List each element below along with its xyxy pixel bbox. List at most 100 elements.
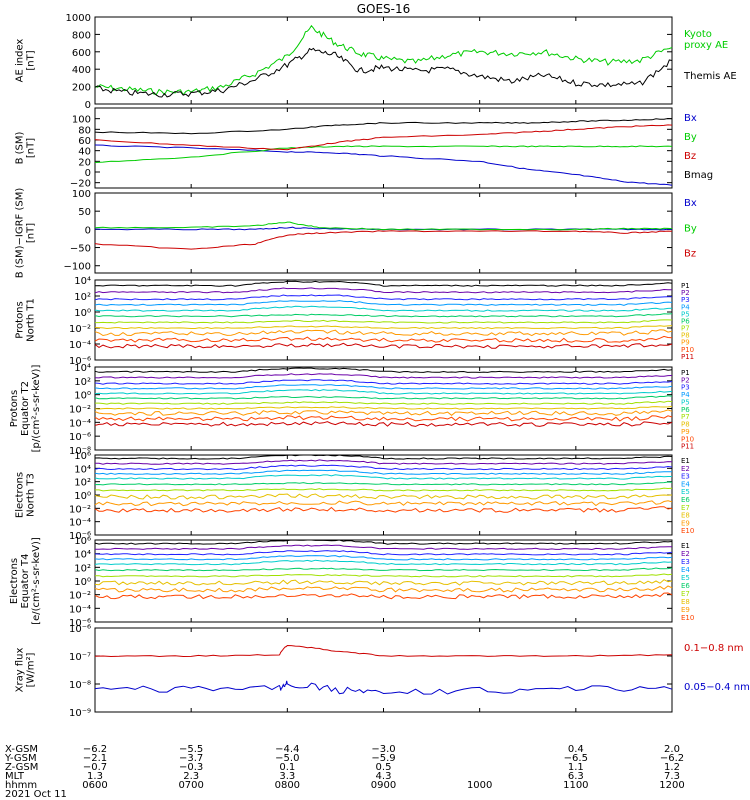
x-axis-value: 1.2 — [664, 762, 680, 773]
channel-line-e7 — [95, 487, 673, 492]
legend-label: Bx — [684, 113, 697, 124]
y-tick-label: −20 — [70, 179, 91, 190]
x-axis-value: −6.2 — [660, 753, 684, 764]
channel-line-p9 — [94, 409, 673, 416]
channel-label: P8 — [681, 421, 690, 429]
x-axis-value: −2.1 — [83, 753, 107, 764]
x-row-name: Z-GSM — [5, 762, 38, 773]
y-tick-label: −50 — [70, 244, 91, 255]
channel-label: P6 — [681, 317, 690, 325]
y-tick-label: 60 — [78, 136, 91, 147]
channel-line-p9 — [94, 329, 673, 337]
figure-title-text: GOES-16 — [357, 2, 411, 16]
x-axis-value: 0.5 — [376, 762, 392, 773]
panel-b-igrf: −100 −50 0 50 100 B (SM)−IGRF (SM)[nT] Bx By Bz — [15, 188, 697, 279]
x-axis-value: 1000 — [467, 780, 492, 791]
channel-line-p1 — [94, 367, 673, 373]
legend-label: 0.05−0.4 nm — [684, 682, 750, 693]
panel-electrons-t4: 10⁻⁶ 10⁻⁴ 10⁻² 10⁰ 10² 10⁴ 10⁶ ElectronsEquator… — [9, 536, 694, 629]
channel-label: E10 — [681, 527, 694, 535]
x-axis-value: 3.3 — [279, 771, 295, 782]
y-tick-label: 10⁰ — [74, 577, 91, 588]
y-tick-label: 10⁻⁴ — [69, 418, 91, 429]
x-axis-value: −6.5 — [564, 753, 588, 764]
y-tick-label: 10⁴ — [74, 276, 91, 287]
channel-line-e1 — [94, 539, 673, 545]
y-tick-label: 400 — [72, 65, 91, 76]
y-tick-label: 1000 — [66, 13, 91, 24]
channel-label: P10 — [681, 346, 694, 354]
x-axis-value: 0.1 — [279, 762, 295, 773]
channel-label: P11 — [681, 443, 694, 451]
series-line-bx — [94, 144, 673, 186]
channel-line-p3 — [94, 294, 672, 301]
y-tick-label: 10² — [74, 478, 91, 489]
channel-line-p11 — [94, 342, 673, 349]
channel-line-e5 — [94, 559, 673, 566]
panel-electrons-t3: 10⁻⁶ 10⁻⁴ 10⁻² 10⁰ 10² 10⁴ 10⁶ ElectronsNorth T… — [15, 451, 695, 542]
channel-label: P9 — [681, 339, 690, 347]
series-line-themis-ae — [94, 47, 673, 98]
x-axis-value: −0.7 — [83, 762, 107, 773]
y-tick-label: 10⁻⁴ — [69, 518, 91, 529]
x-axis-value: 1200 — [659, 780, 684, 791]
x-row-name: MLT — [5, 771, 25, 782]
date-label: 2021 Oct 11 — [5, 789, 67, 800]
x-axis-value: 2.3 — [183, 771, 199, 782]
channel-label: E5 — [681, 488, 690, 496]
y-axis-label: ProtonsEquator T2[p/(cm²-s-sr-keV)] — [9, 365, 42, 453]
y-tick-label: 10⁻⁶ — [69, 531, 91, 542]
y-tick-label: 10⁻⁸ — [69, 446, 91, 457]
legend-label: Bx — [684, 198, 697, 209]
y-tick-label: 10⁶ — [74, 536, 91, 547]
y-tick-label: 10² — [74, 563, 91, 574]
channel-label: E1 — [681, 542, 690, 550]
y-tick-label: 800 — [72, 30, 91, 41]
channel-line-p3 — [94, 379, 673, 385]
x-axis-value: −4.4 — [275, 744, 299, 755]
series-line-bmag — [94, 117, 673, 135]
channel-line-p8 — [94, 405, 673, 410]
channel-label: P1 — [681, 369, 690, 377]
channel-label: P7 — [681, 413, 690, 421]
channel-label: E2 — [681, 465, 690, 473]
panel-protons-t1: 10⁻⁶ 10⁻⁴ 10⁻² 10⁰ 10² 10⁴ ProtonsNorth T1 P1P2… — [15, 276, 695, 367]
x-row-name: Y-GSM — [4, 753, 37, 764]
y-tick-label: 40 — [78, 147, 91, 158]
x-axis-value: −3.7 — [179, 753, 203, 764]
channel-line-p5 — [94, 389, 673, 395]
y-tick-label: 100 — [72, 115, 91, 126]
y-tick-label: 10⁻⁶ — [69, 432, 91, 443]
channel-line-e8 — [94, 493, 673, 500]
y-tick-label: 20 — [78, 157, 91, 168]
series-line-bz — [94, 230, 673, 250]
channel-label: P1 — [681, 282, 690, 290]
x-axis-value: 1.3 — [87, 771, 103, 782]
y-axis-label: ProtonsNorth T1 — [15, 298, 37, 342]
y-tick-label: 10⁰ — [74, 491, 91, 502]
channel-label: E10 — [681, 614, 694, 622]
channel-label: E3 — [681, 558, 690, 566]
y-tick-label: 10⁻⁶ — [69, 356, 91, 367]
channel-label: E7 — [681, 590, 690, 598]
legend-label: Themis AE — [683, 71, 737, 82]
channel-line-p10 — [94, 415, 673, 422]
x-row-name: X-GSM — [5, 744, 38, 755]
legend-label: 0.1−0.8 nm — [684, 643, 743, 654]
y-tick-label: 100 — [72, 189, 91, 200]
y-axis-label: ElectronsNorth T3 — [15, 472, 37, 518]
channel-label: P9 — [681, 428, 690, 436]
channel-line-e1 — [94, 454, 673, 460]
panel-xray: 10⁻⁹ 10⁻⁸ 10⁻⁷ 10⁻⁶ Xray flux[W/m²] 0.1−0.8 n… — [15, 624, 750, 719]
y-tick-label: 0 — [85, 168, 91, 179]
channel-line-e8 — [94, 579, 673, 586]
x-axis-value: 7.3 — [664, 771, 680, 782]
channel-line-p4 — [94, 384, 673, 390]
channel-label: P4 — [681, 303, 690, 311]
x-axis-value: −5.0 — [275, 753, 299, 764]
channel-line-e5 — [94, 474, 672, 480]
channel-line-p1 — [94, 280, 673, 287]
channel-line-p2 — [94, 287, 672, 294]
channel-line-p4 — [94, 300, 673, 306]
